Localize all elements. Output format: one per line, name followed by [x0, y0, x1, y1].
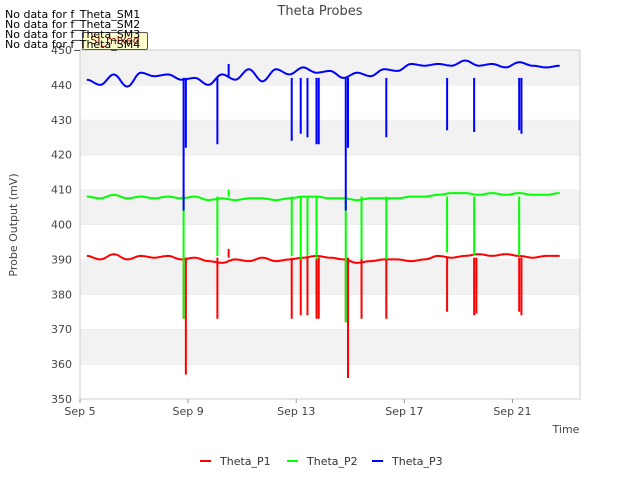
- plot-frame: [79, 49, 581, 400]
- grid-band: [80, 329, 580, 365]
- grid-band: [80, 119, 580, 155]
- y-tick-label: 400: [51, 219, 72, 232]
- y-axis-ticks: 350 360 370 380 390 400 410 420 430 440 450: [51, 44, 72, 406]
- y-tick-label: 360: [51, 358, 72, 371]
- series-line: [86, 59, 560, 88]
- series-theta-p2: [86, 189, 560, 323]
- grid-band: [80, 84, 580, 120]
- grid-bands: [80, 49, 580, 399]
- x-tick-label: Sep 5: [64, 405, 95, 418]
- no-data-note-sm3: No data for f_Theta_SM3: [5, 28, 141, 41]
- grid-band: [80, 259, 580, 295]
- y-tick-label: 430: [51, 114, 72, 127]
- x-axis-label: Time: [552, 423, 580, 436]
- si-mixed-badge: SI_mixed: [82, 32, 148, 50]
- x-tick-label: Sep 9: [172, 405, 203, 418]
- grid-band: [80, 224, 580, 260]
- y-tick-label: 450: [51, 44, 72, 57]
- x-tick-label: Sep 13: [277, 405, 315, 418]
- grid-band: [80, 364, 580, 399]
- legend: Theta_P1 Theta_P2 Theta_P3: [200, 455, 443, 468]
- series-line: [86, 192, 560, 202]
- grid-band: [80, 154, 580, 190]
- y-tick-label: 440: [51, 79, 72, 92]
- grid-band: [80, 294, 580, 330]
- legend-label: Theta_P2: [306, 455, 358, 468]
- y-tick-label: 350: [51, 393, 72, 406]
- y-tick-label: 390: [51, 253, 72, 266]
- no-data-note-sm1: No data for f_Theta_SM1: [5, 8, 141, 21]
- series-theta-p3: [86, 59, 560, 211]
- x-tick-label: Sep 21: [493, 405, 531, 418]
- chart-title: Theta Probes: [276, 4, 362, 19]
- grid-band: [80, 189, 580, 225]
- y-tick-label: 410: [51, 184, 72, 197]
- x-tick-label: Sep 17: [385, 405, 423, 418]
- y-tick-label: 420: [51, 149, 72, 162]
- series-line: [86, 253, 560, 264]
- no-data-note-sm4: No data for f_Theta_SM4: [5, 38, 141, 51]
- legend-label: Theta_P1: [219, 455, 271, 468]
- y-axis-label: Probe Output (mV): [7, 173, 20, 276]
- x-axis-ticks: Sep 5 Sep 9 Sep 13 Sep 17 Sep 21: [64, 399, 532, 418]
- y-tick-label: 380: [51, 288, 72, 301]
- y-tick-label: 370: [51, 323, 72, 336]
- no-data-note-sm2: No data for f_Theta_SM2: [5, 18, 141, 31]
- grid-band: [80, 50, 580, 85]
- series-layer: [86, 59, 560, 379]
- legend-label: Theta_P3: [391, 455, 443, 468]
